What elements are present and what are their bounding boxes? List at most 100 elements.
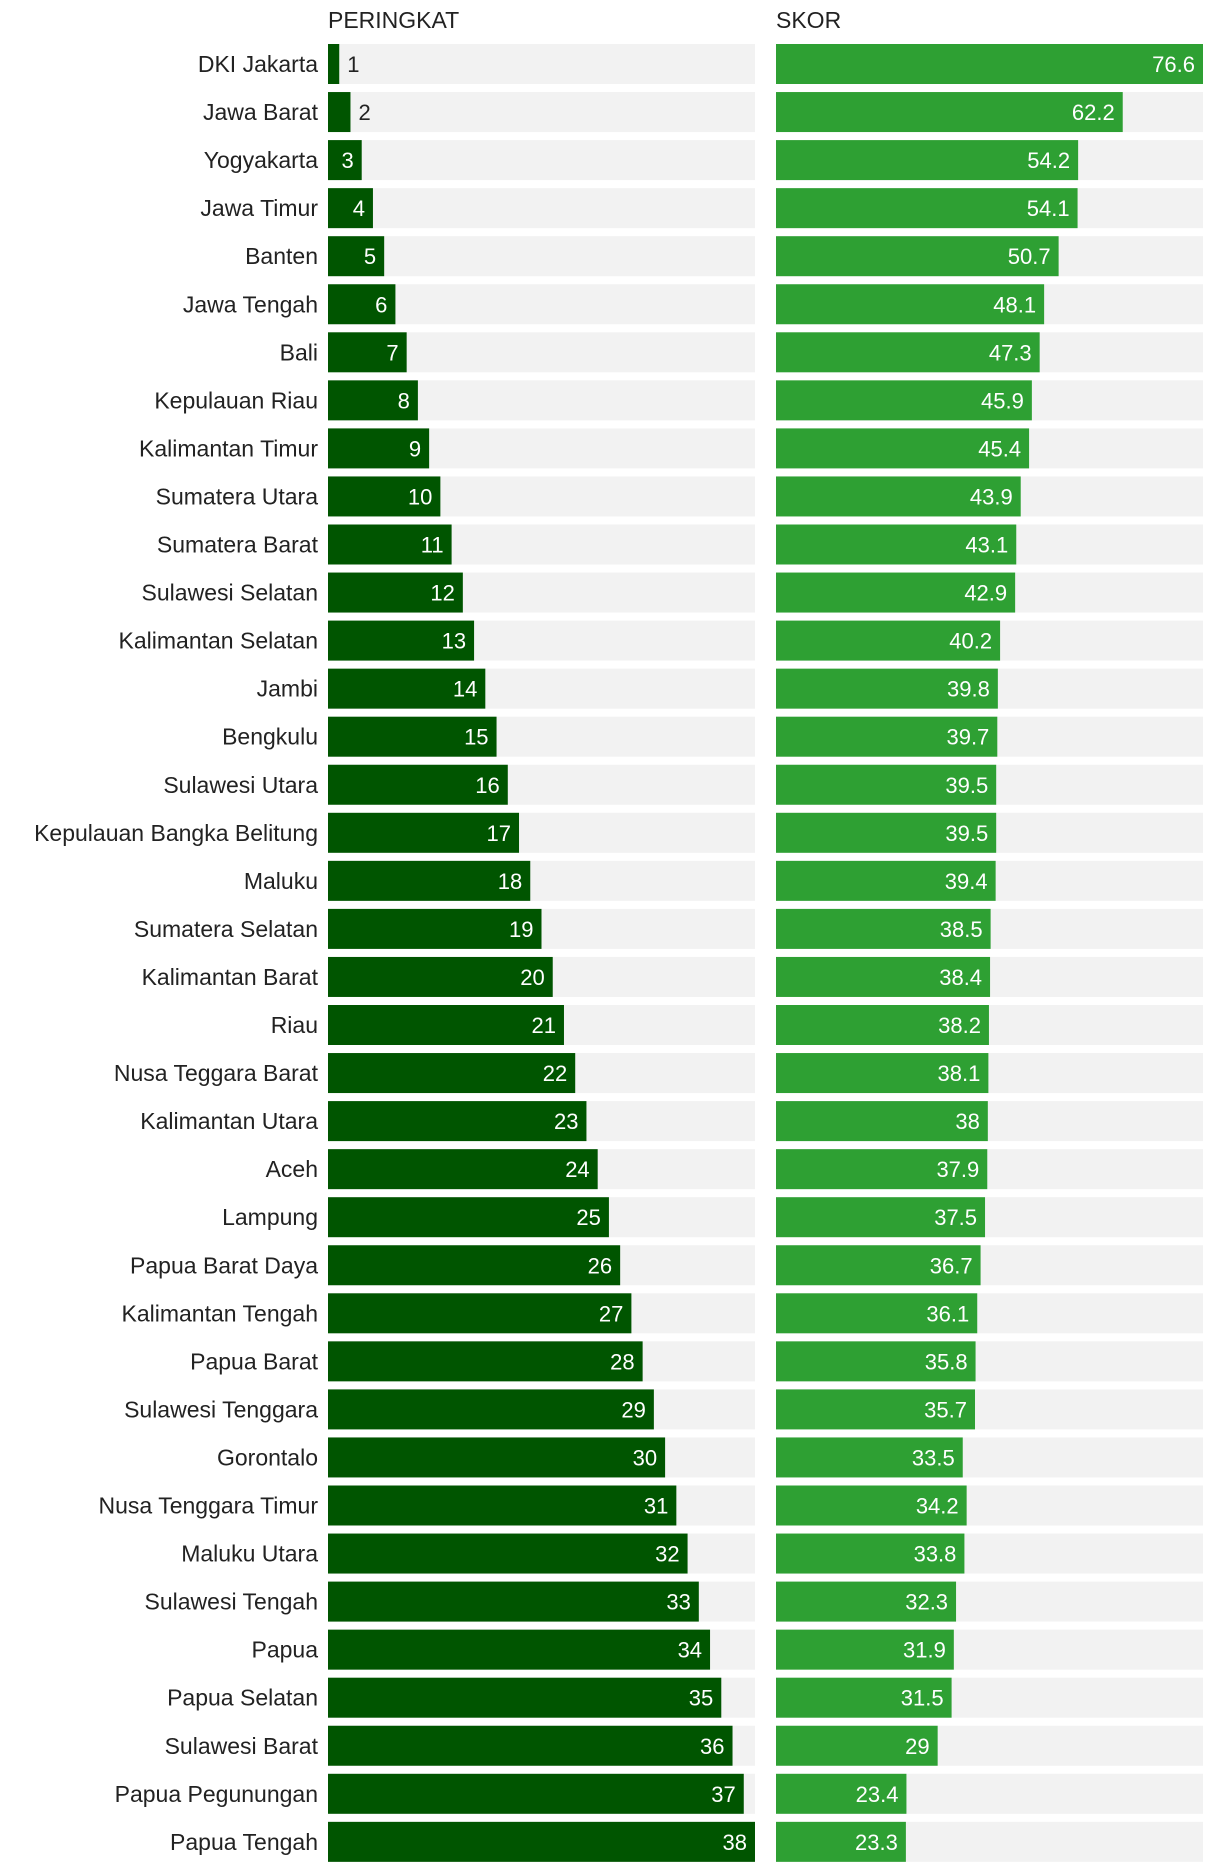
score-value-label: 29 (905, 1734, 929, 1759)
province-label: Nusa Tenggara Timur (99, 1493, 319, 1519)
province-label: Sumatera Selatan (134, 916, 318, 942)
chart-row: Papua Tengah 38 23.3 (170, 1821, 1203, 1862)
rank-bar (328, 1773, 744, 1814)
score-bar (776, 332, 1040, 373)
score-value-label: 40.2 (949, 629, 992, 654)
score-value-label: 31.9 (903, 1638, 946, 1663)
score-value-label: 54.2 (1027, 148, 1070, 173)
chart-row: Jawa Barat 2 62.2 (203, 92, 1203, 133)
rank-bar (328, 380, 418, 421)
chart-row: Kalimantan Barat 20 38.4 (142, 956, 1203, 997)
rank-value-label: 23 (554, 1109, 578, 1134)
score-bar (776, 524, 1017, 565)
score-bar (776, 956, 991, 997)
rank-value-label: 34 (678, 1638, 702, 1663)
province-label: Maluku Utara (181, 1541, 318, 1567)
rank-bar (328, 908, 542, 949)
rank-value-label: 33 (666, 1590, 690, 1615)
chart-rows: DKI Jakarta 1 76.6 Jawa Barat 2 62.2 Yogyakart… (34, 44, 1203, 1862)
score-value-label: 47.3 (989, 340, 1032, 365)
score-value-label: 39.8 (947, 677, 990, 702)
rank-value-label: 35 (689, 1686, 713, 1711)
chart-row: Papua Barat Daya 26 36.7 (130, 1245, 1203, 1286)
score-bar (776, 1341, 976, 1382)
score-bar (776, 1437, 963, 1478)
province-label: Sulawesi Barat (165, 1733, 319, 1759)
province-label: Papua Barat Daya (130, 1252, 318, 1278)
rank-bar (328, 860, 531, 901)
rank-bar (328, 476, 441, 517)
rank-value-label: 38 (723, 1830, 747, 1855)
score-value-label: 33.8 (914, 1542, 957, 1567)
rank-value-label: 13 (442, 629, 466, 654)
score-bar (776, 236, 1059, 277)
rank-bar (328, 1389, 654, 1430)
score-panel-title: SKOR (776, 7, 841, 33)
province-label: Kalimantan Selatan (119, 628, 318, 654)
rank-bar (328, 1437, 666, 1478)
score-value-label: 35.7 (924, 1397, 967, 1422)
province-label: Kepulauan Bangka Belitung (34, 820, 318, 846)
chart-row: Banten 5 50.7 (245, 236, 1203, 277)
province-label: DKI Jakarta (198, 51, 318, 77)
rank-bar (328, 1149, 598, 1190)
chart-row: Gorontalo 30 33.5 (217, 1437, 1203, 1478)
rank-bar (328, 1629, 711, 1670)
score-value-label: 45.9 (981, 388, 1024, 413)
rank-track (328, 140, 755, 181)
province-label: Nusa Teggara Barat (114, 1060, 319, 1086)
rank-bar (328, 572, 463, 613)
score-value-label: 38.4 (939, 965, 982, 990)
chart-row: Kepulauan Riau 8 45.9 (154, 380, 1203, 421)
rank-value-label: 14 (453, 677, 477, 702)
score-bar (776, 908, 991, 949)
rank-value-label: 22 (543, 1061, 567, 1086)
rank-track (328, 236, 755, 277)
chart-row: Sulawesi Utara 16 39.5 (163, 764, 1203, 805)
province-label: Kalimantan Tengah (122, 1300, 319, 1326)
rank-value-label: 12 (430, 581, 454, 606)
province-label: Sumatera Utara (156, 483, 319, 509)
rank-bar (328, 284, 396, 325)
rank-bar (328, 1821, 755, 1862)
rank-track (328, 44, 755, 84)
rank-bar (328, 1341, 643, 1382)
province-label: Riau (271, 1012, 318, 1038)
chart-row: Lampung 25 37.5 (222, 1197, 1203, 1238)
province-label: Papua Selatan (167, 1685, 318, 1711)
chart-row: Jawa Tengah 6 48.1 (183, 284, 1203, 325)
rank-bar (328, 524, 452, 565)
rank-value-label: 24 (565, 1157, 589, 1182)
chart-row: Bengkulu 15 39.7 (222, 716, 1203, 757)
province-label: Jawa Tengah (183, 291, 318, 317)
chart-row: Sulawesi Selatan 12 42.9 (142, 572, 1203, 613)
chart-row: Bali 7 47.3 (280, 332, 1203, 373)
province-label: Sulawesi Selatan (142, 580, 318, 606)
score-value-label: 34.2 (916, 1494, 959, 1519)
score-value-label: 38.1 (938, 1061, 981, 1086)
rank-value-label: 7 (386, 340, 398, 365)
chart-row: Kalimantan Tengah 27 36.1 (122, 1293, 1203, 1334)
chart-row: Sumatera Utara 10 43.9 (156, 476, 1203, 517)
province-label: Jawa Barat (203, 99, 319, 125)
rank-value-label: 31 (644, 1494, 668, 1519)
chart-row: Papua Barat 28 35.8 (190, 1341, 1203, 1382)
rank-bar (328, 764, 508, 805)
rank-bar (328, 188, 373, 229)
province-label: Banten (245, 243, 318, 269)
province-label: Gorontalo (217, 1444, 318, 1470)
rank-bar (328, 1581, 699, 1622)
rank-bar (328, 620, 475, 661)
score-value-label: 32.3 (905, 1590, 948, 1615)
province-label: Sulawesi Utara (163, 772, 318, 798)
rank-value-label: 11 (421, 533, 444, 558)
rank-value-label: 29 (621, 1397, 645, 1422)
rank-bar (328, 668, 486, 709)
rank-bar (328, 956, 553, 997)
chart-row: Sulawesi Tengah 33 32.3 (145, 1581, 1203, 1622)
rank-bar (328, 1101, 587, 1142)
rank-value-label: 26 (588, 1253, 612, 1278)
province-label: Sulawesi Tenggara (124, 1396, 318, 1422)
score-value-label: 38.5 (940, 917, 983, 942)
rank-value-label: 21 (531, 1013, 555, 1038)
